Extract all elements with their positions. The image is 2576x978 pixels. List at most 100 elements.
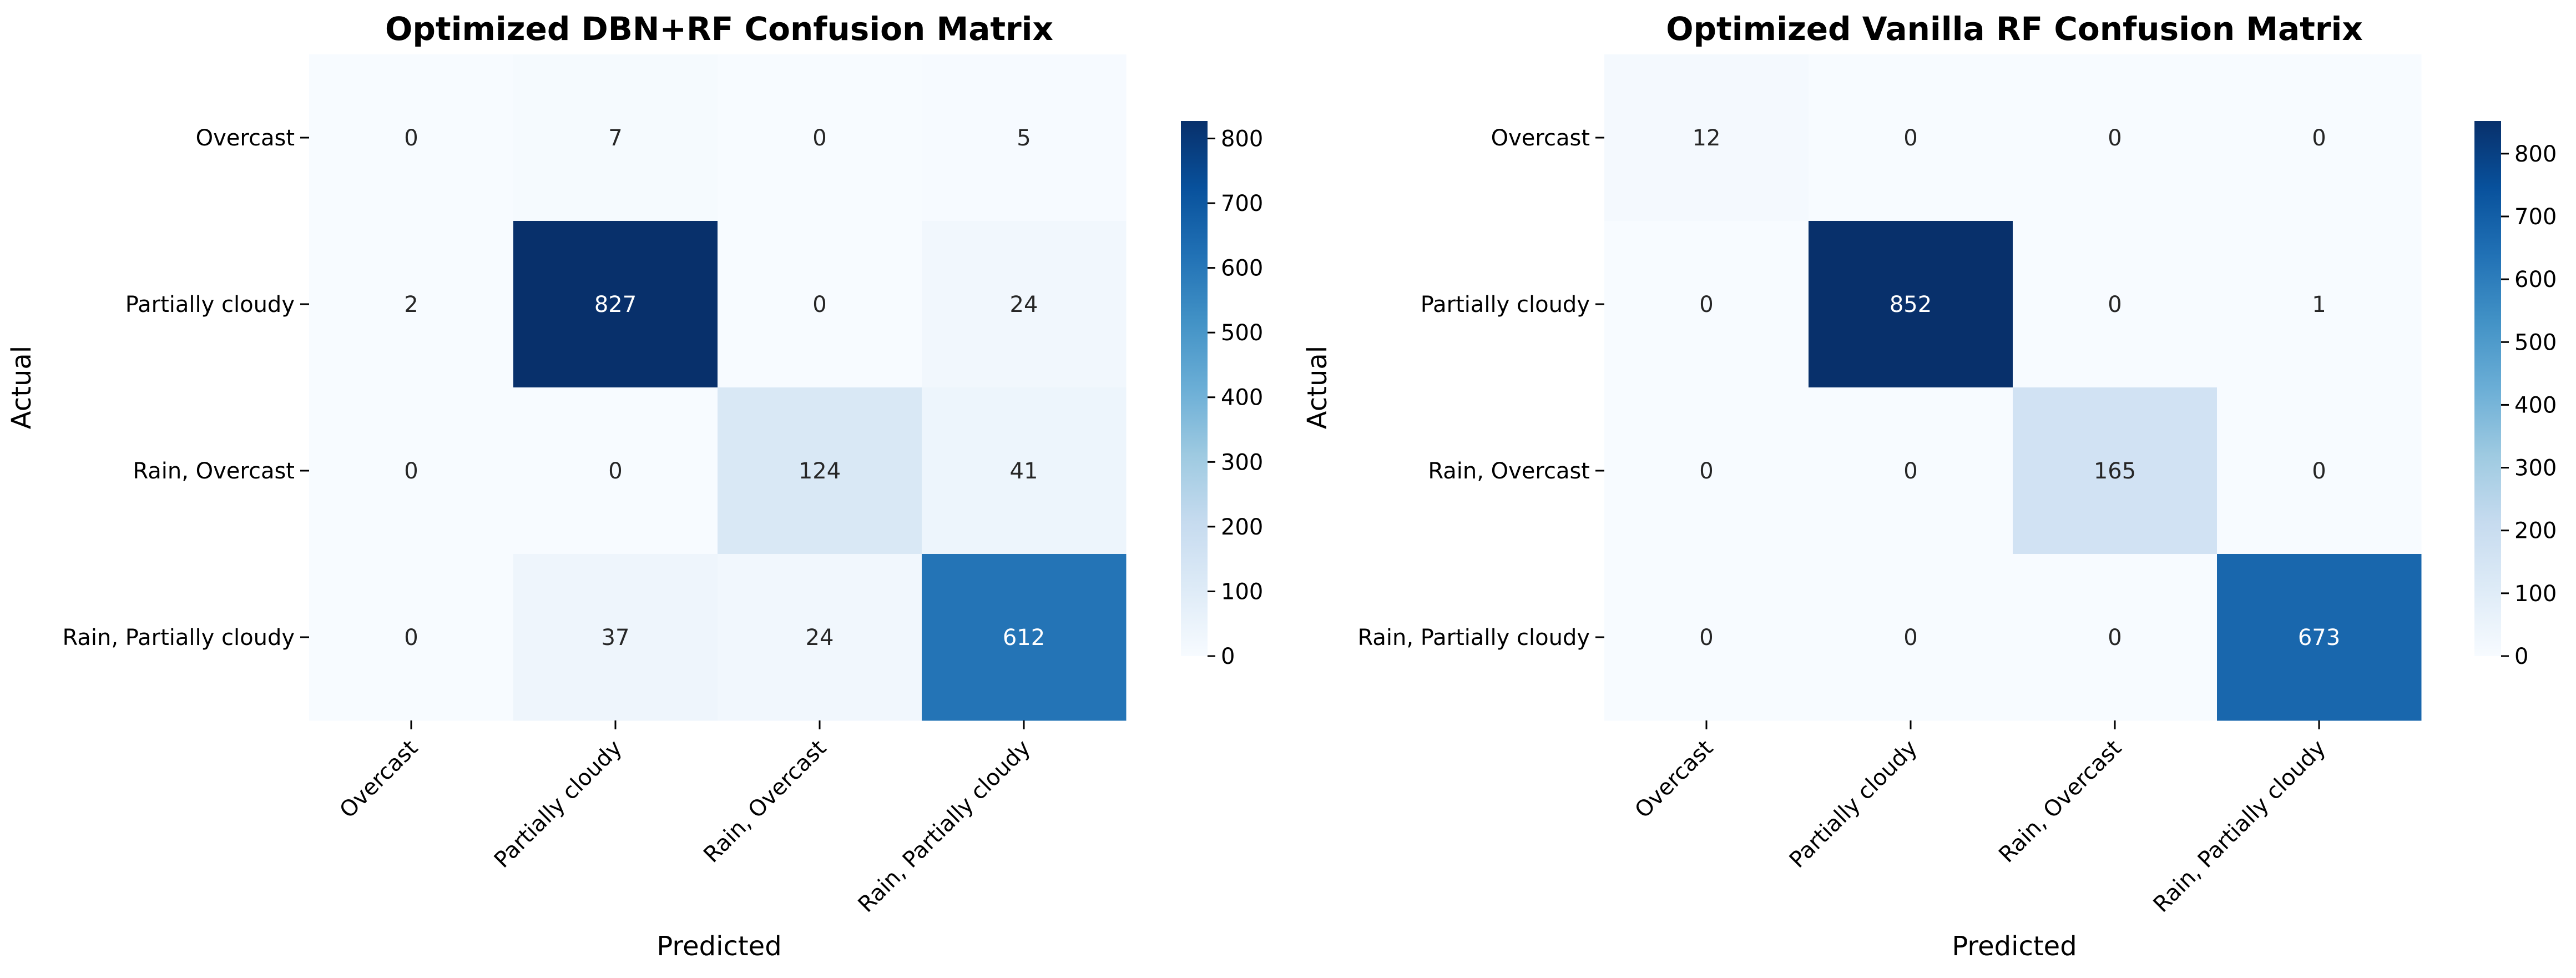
colorbar-tick-label: 500 bbox=[1221, 320, 1263, 346]
cell-value-label: 5 bbox=[1017, 125, 1031, 151]
heatmap-cell bbox=[718, 221, 922, 388]
chart-title: Optimized Vanilla RF Confusion Matrix bbox=[1666, 10, 2363, 48]
heatmap-cell bbox=[1604, 554, 1809, 721]
heatmap-panel-1: Optimized DBN+RF Confusion Matrix 0 7 0 5 2 82… bbox=[6, 10, 1263, 962]
cell-value-label: 12 bbox=[1693, 125, 1721, 151]
colorbar-tick-label: 300 bbox=[2514, 456, 2557, 481]
y-tick-label: Overcast bbox=[196, 125, 295, 151]
cell-value-label: 0 bbox=[1699, 625, 1713, 651]
cell-value-label: 0 bbox=[812, 125, 826, 151]
heatmap-cell bbox=[922, 387, 1127, 554]
heatmap-cell bbox=[922, 221, 1127, 388]
heatmap-cell bbox=[513, 554, 718, 721]
colorbar-tick-label: 100 bbox=[1221, 579, 1263, 604]
cell-value-label: 0 bbox=[2108, 292, 2122, 317]
y-tick-label: Rain, Partially cloudy bbox=[62, 625, 295, 651]
cell-value-label: 41 bbox=[1010, 458, 1038, 484]
colorbar-tick-label: 200 bbox=[1221, 515, 1263, 540]
heatmap-cell bbox=[1604, 387, 1809, 554]
x-tick-label: Rain, Partially cloudy bbox=[853, 735, 1036, 917]
colorbar-tick-label: 700 bbox=[2514, 204, 2557, 230]
cell-value-label: 0 bbox=[2108, 125, 2122, 151]
heatmap-cell bbox=[718, 54, 922, 221]
colorbar-tick-label: 600 bbox=[1221, 256, 1263, 281]
cell-value-label: 0 bbox=[1699, 292, 1713, 317]
heatmap-cell bbox=[513, 387, 718, 554]
heatmap-cell bbox=[1809, 554, 2013, 721]
colorbar bbox=[2474, 121, 2501, 656]
cell-value-label: 612 bbox=[1003, 625, 1045, 651]
y-tick-label: Partially cloudy bbox=[1421, 292, 1590, 317]
heatmap-cell bbox=[2013, 554, 2218, 721]
heatmap-cell bbox=[2217, 387, 2422, 554]
cell-value-label: 124 bbox=[799, 458, 841, 484]
cell-value-label: 852 bbox=[1890, 292, 1932, 317]
heatmap-cell bbox=[2217, 554, 2422, 721]
heatmap-cell bbox=[718, 387, 922, 554]
x-axis-title: Predicted bbox=[1952, 931, 2077, 962]
cell-value-label: 0 bbox=[1699, 458, 1713, 484]
heatmap-cell bbox=[309, 554, 514, 721]
colorbar-tick-label: 100 bbox=[2514, 581, 2557, 607]
heatmap-cell bbox=[2013, 221, 2218, 388]
cell-value-label: 2 bbox=[404, 292, 418, 317]
cell-value-label: 0 bbox=[2312, 125, 2326, 151]
y-tick-label: Overcast bbox=[1491, 125, 1590, 151]
heatmap-cell bbox=[2013, 387, 2218, 554]
heatmap-cell bbox=[2217, 54, 2422, 221]
colorbar-tick-label: 800 bbox=[2514, 142, 2557, 167]
colorbar-tick-label: 200 bbox=[2514, 518, 2557, 544]
heatmap-cell bbox=[513, 54, 718, 221]
chart-title: Optimized DBN+RF Confusion Matrix bbox=[385, 10, 1053, 48]
colorbar-tick-label: 0 bbox=[2514, 644, 2528, 669]
colorbar-tick-label: 500 bbox=[2514, 330, 2557, 355]
heatmap-cell bbox=[309, 387, 514, 554]
heatmap-cell bbox=[2217, 221, 2422, 388]
colorbar-tick-label: 0 bbox=[1221, 644, 1235, 669]
heatmap-cell bbox=[718, 554, 922, 721]
y-tick-label: Rain, Overcast bbox=[1428, 458, 1590, 484]
x-tick-label: Rain, Partially cloudy bbox=[2149, 735, 2331, 917]
y-tick-label: Rain, Partially cloudy bbox=[1357, 625, 1590, 651]
cell-value-label: 165 bbox=[2094, 458, 2136, 484]
cell-value-label: 827 bbox=[594, 292, 637, 317]
colorbar-tick-label: 700 bbox=[1221, 191, 1263, 216]
colorbar-tick-label: 600 bbox=[2514, 267, 2557, 293]
heatmap-cell bbox=[1809, 54, 2013, 221]
heatmap-cell bbox=[2013, 54, 2218, 221]
x-tick-label: Overcast bbox=[335, 735, 423, 824]
y-tick-label: Partially cloudy bbox=[125, 292, 295, 317]
cell-value-label: 0 bbox=[1903, 125, 1917, 151]
heatmap-cell bbox=[922, 54, 1127, 221]
cell-value-label: 1 bbox=[2312, 292, 2326, 317]
x-tick-label: Overcast bbox=[1630, 735, 1718, 824]
x-tick-label: Partially cloudy bbox=[489, 735, 627, 873]
cell-value-label: 7 bbox=[608, 125, 622, 151]
cell-value-label: 0 bbox=[812, 292, 826, 317]
cell-value-label: 0 bbox=[404, 458, 418, 484]
heatmap-cell bbox=[309, 54, 514, 221]
cell-value-label: 0 bbox=[1903, 625, 1917, 651]
y-axis-title: Actual bbox=[6, 346, 37, 429]
heatmap-cell bbox=[1604, 54, 1809, 221]
heatmap-cell bbox=[309, 221, 514, 388]
cell-value-label: 24 bbox=[806, 625, 834, 651]
cell-value-label: 0 bbox=[2108, 625, 2122, 651]
cell-value-label: 24 bbox=[1010, 292, 1038, 317]
x-tick-label: Rain, Overcast bbox=[699, 735, 831, 868]
heatmap-cell bbox=[513, 221, 718, 388]
cell-value-label: 673 bbox=[2298, 625, 2340, 651]
cell-value-label: 0 bbox=[2312, 458, 2326, 484]
colorbar-tick-label: 400 bbox=[1221, 385, 1263, 411]
heatmap-cell bbox=[1809, 387, 2013, 554]
x-tick-label: Rain, Overcast bbox=[1994, 735, 2127, 868]
heatmap-cell bbox=[922, 554, 1127, 721]
cell-value-label: 0 bbox=[404, 625, 418, 651]
heatmap-cell bbox=[1809, 221, 2013, 388]
colorbar-tick-label: 300 bbox=[1221, 450, 1263, 475]
y-axis-title: Actual bbox=[1302, 346, 1333, 429]
colorbar bbox=[1181, 121, 1208, 656]
x-axis-title: Predicted bbox=[656, 931, 781, 962]
